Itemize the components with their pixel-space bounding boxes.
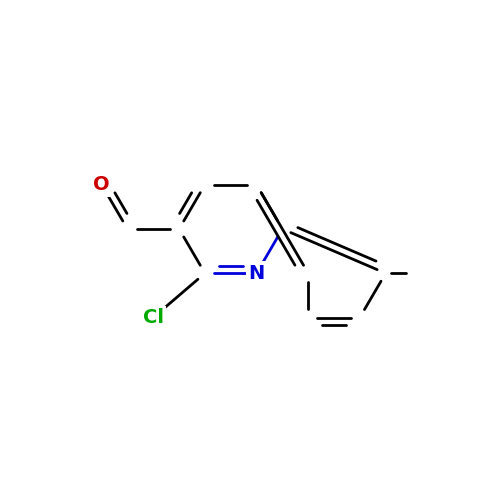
Text: Cl: Cl [143,308,164,327]
Text: N: N [249,264,265,283]
Text: O: O [93,175,110,194]
